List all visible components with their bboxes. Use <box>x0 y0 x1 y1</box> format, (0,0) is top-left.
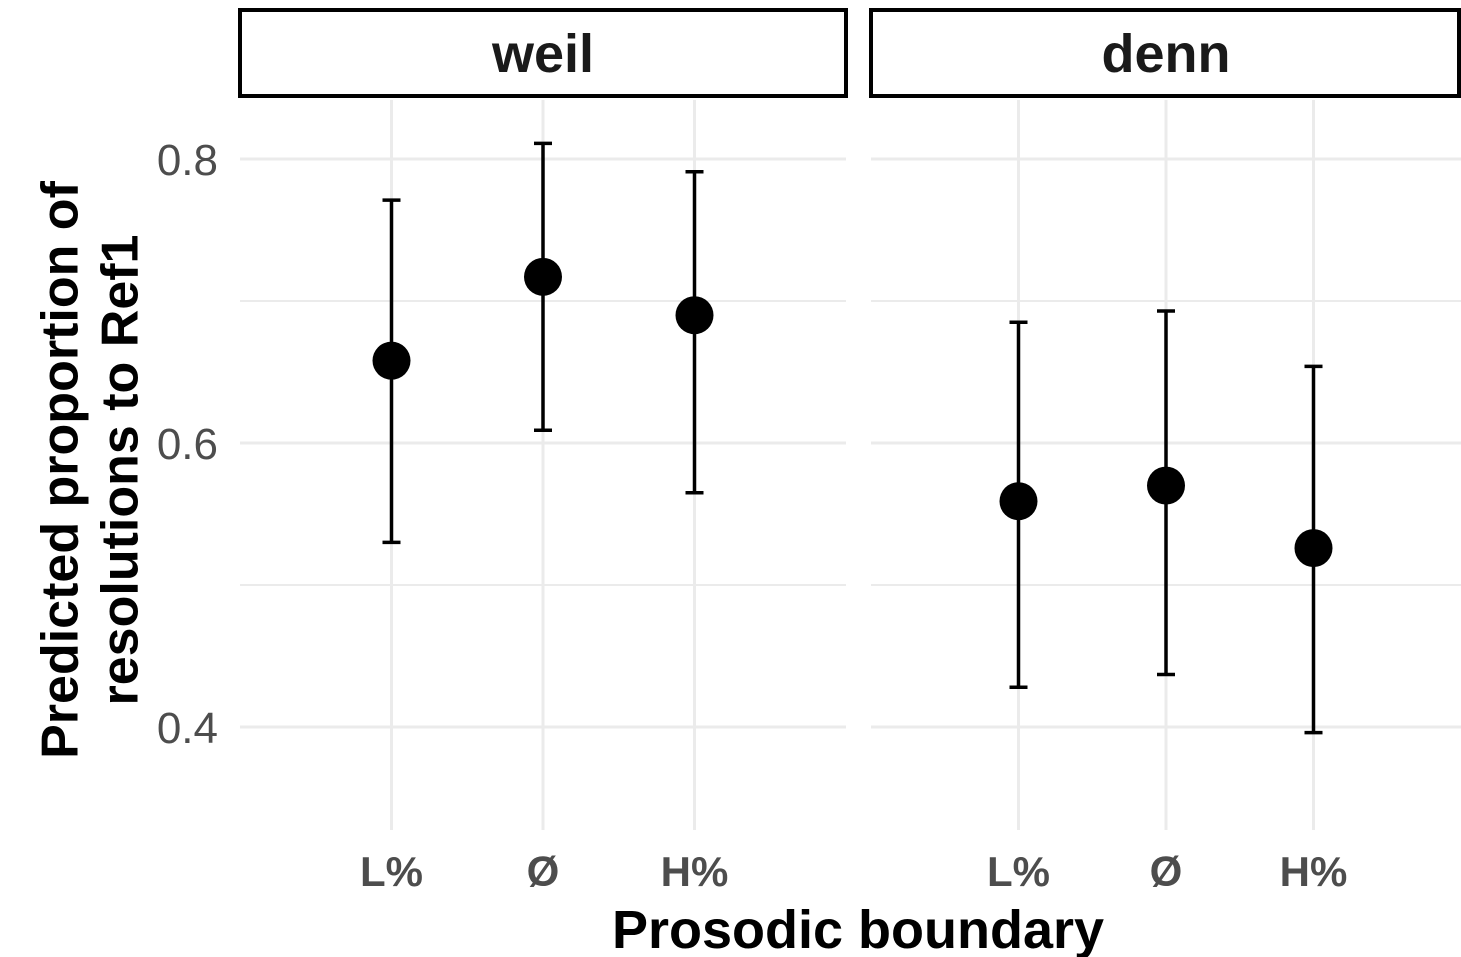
x-tick-label-denn-0: L% <box>987 848 1050 895</box>
facet-strip-weil <box>238 8 848 98</box>
facet-strip-label-weil: weil <box>491 24 594 84</box>
data-point-denn-0 <box>999 482 1038 521</box>
x-tick-label-denn-2: H% <box>1280 848 1348 895</box>
facet-strip-denn <box>869 8 1461 98</box>
y-tick-label-2: 0.8 <box>157 136 218 185</box>
data-point-weil-0 <box>372 341 411 380</box>
x-tick-label-weil-2: H% <box>661 848 729 895</box>
x-tick-label-denn-1: Ø <box>1150 848 1183 895</box>
data-point-denn-2 <box>1294 529 1333 568</box>
y-tick-label-0: 0.4 <box>157 704 218 753</box>
y-axis-title-line-1: resolutions to Ref1 <box>92 235 150 706</box>
data-point-weil-2 <box>675 296 714 335</box>
data-point-weil-1 <box>524 257 562 296</box>
x-tick-label-weil-1: Ø <box>527 848 560 895</box>
y-tick-label-1: 0.6 <box>157 420 218 469</box>
facet-strip-label-denn: denn <box>1102 24 1231 84</box>
data-point-denn-1 <box>1147 466 1185 505</box>
x-tick-label-weil-0: L% <box>360 848 423 895</box>
x-axis-title: Prosodic boundary <box>612 900 1104 957</box>
y-axis-title-line-0: Predicted proportion of <box>32 180 90 758</box>
